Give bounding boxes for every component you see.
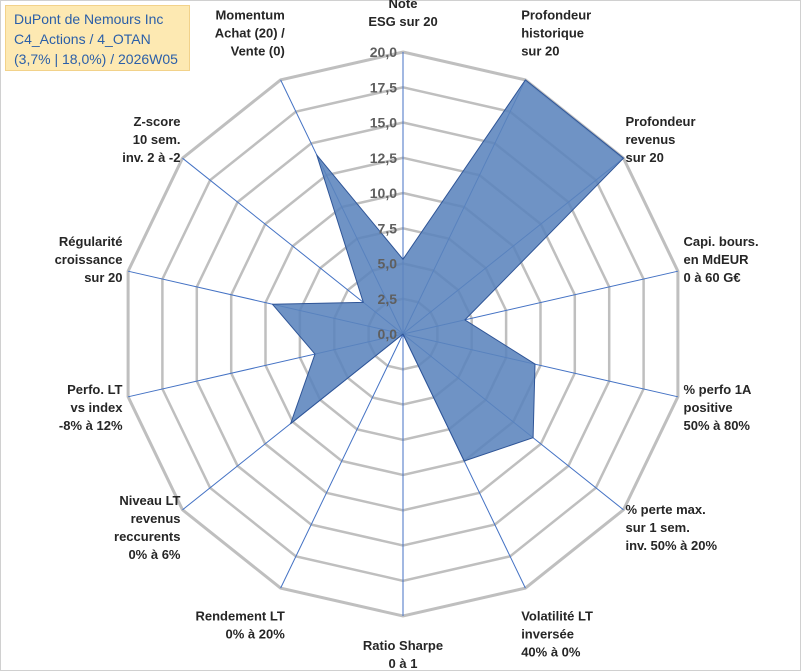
axis-label-line: Z-score <box>134 114 181 129</box>
axis-labels: Note ESG sur 20 Profondeur historique sur 20… <box>55 0 759 671</box>
axis-label-line: Ratio Sharpe <box>363 638 443 653</box>
axis-label-line: Note <box>389 0 418 11</box>
data-point <box>316 154 318 156</box>
axis-label-line: Capi. bours. <box>684 234 759 249</box>
axis-label: Capi. bours. en MdEUR 0 à 60 G€ <box>684 234 759 285</box>
data-point <box>271 303 273 305</box>
axis-label: % perte max. sur 1 sem. inv. 50% à 20% <box>626 502 718 553</box>
axis-label-line: Momentum <box>215 8 284 23</box>
data-point <box>402 333 404 335</box>
axis-label-line: sur 20 <box>521 44 559 59</box>
axis-label-line: Régularité <box>59 234 123 249</box>
axis-label: Niveau LT revenus reccurents 0% à 6% <box>114 493 181 562</box>
axis-label: Rendement LT 0% à 20% <box>195 608 285 641</box>
axis-label-line: positive <box>684 400 733 415</box>
portfolio-category: C4_Actions / 4_OTAN <box>14 31 151 47</box>
axis-label: Z-score 10 sem. inv. 2 à -2 <box>122 114 180 165</box>
company-name: DuPont de Nemours Inc <box>14 11 164 27</box>
axis-label: Note ESG sur 20 <box>368 0 437 29</box>
axis-label-line: en MdEUR <box>684 252 750 267</box>
axis-label: Volatilité LT inversée 40% à 0% <box>521 608 593 659</box>
axis-label-line: historique <box>521 26 584 41</box>
data-point <box>402 258 404 260</box>
data-point <box>362 301 364 303</box>
data-point <box>290 423 292 425</box>
axis-label-line: Perfo. LT <box>67 382 122 397</box>
axis-label-line: inv. 2 à -2 <box>122 150 180 165</box>
data-point <box>532 437 534 439</box>
radial-tick-label: 0,0 <box>378 326 398 342</box>
radial-tick-label: 7,5 <box>378 220 398 236</box>
axis-label-line: revenus <box>131 511 181 526</box>
radial-tick-label: 17,5 <box>370 79 397 95</box>
axis-label-line: 0 à 1 <box>389 656 418 671</box>
axis-label-line: 40% à 0% <box>521 644 581 659</box>
radial-tick-labels: 0,0 2,5 5,0 7,5 10,0 12,5 15,0 17,5 20,0 <box>370 44 397 342</box>
axis-label-line: 0% à 20% <box>226 626 286 641</box>
axis-label-line: -8% à 12% <box>59 418 123 433</box>
axis-label-line: % perfo 1A <box>684 382 753 397</box>
axis-label-line: sur 20 <box>626 150 664 165</box>
data-point <box>314 353 316 355</box>
axis-label-line: Profondeur <box>521 8 591 23</box>
axis-label-line: revenus <box>626 132 676 147</box>
axis-label-line: Volatilité LT <box>521 608 593 623</box>
data-point <box>463 460 465 462</box>
axis-label: Momentum Achat (20) / Vente (0) <box>215 8 285 59</box>
axis-label-line: reccurents <box>114 529 180 544</box>
axis-label-line: Rendement LT <box>195 608 284 623</box>
axis-label-line: 0% à 6% <box>128 547 180 562</box>
axis-label-line: Vente (0) <box>231 44 285 59</box>
axis-label-line: sur 20 <box>84 270 122 285</box>
radial-tick-label: 5,0 <box>378 256 398 272</box>
axis-label-line: Achat (20) / <box>215 26 285 41</box>
axis-label: % perfo 1A positive 50% à 80% <box>684 382 753 433</box>
chart-title-box: DuPont de Nemours Inc C4_Actions / 4_OTA… <box>5 5 190 71</box>
period-stats: (3,7% | 18,0%) / 2026W05 <box>14 51 178 67</box>
data-point <box>524 79 526 81</box>
axis-spoke <box>280 333 404 589</box>
radial-tick-label: 15,0 <box>370 115 397 131</box>
series-area <box>271 79 624 462</box>
axis-label-line: 10 sem. <box>133 132 181 147</box>
radial-tick-label: 20,0 <box>370 44 397 60</box>
axis-label: Profondeur historique sur 20 <box>521 8 591 59</box>
axis-label: Ratio Sharpe 0 à 1 <box>363 638 443 671</box>
axis-label-line: ESG sur 20 <box>368 14 437 29</box>
data-point <box>534 363 536 365</box>
axis-label-line: % perte max. <box>626 502 706 517</box>
axis-label-line: 50% à 80% <box>684 418 751 433</box>
axis-label: Régularité croissance sur 20 <box>55 234 123 285</box>
axis-label: Profondeur revenus sur 20 <box>626 114 696 165</box>
axis-label: Perfo. LT vs index -8% à 12% <box>59 382 123 433</box>
axis-label-line: vs index <box>70 400 123 415</box>
radial-tick-label: 2,5 <box>378 291 398 307</box>
axis-label-line: Profondeur <box>626 114 696 129</box>
axis-label-line: sur 1 sem. <box>626 520 690 535</box>
data-point <box>623 157 625 159</box>
axis-label-line: inv. 50% à 20% <box>626 538 718 553</box>
axis-label-line: Niveau LT <box>119 493 180 508</box>
radial-tick-label: 12,5 <box>370 150 397 166</box>
data-point <box>464 319 466 321</box>
radial-tick-label: 10,0 <box>370 185 397 201</box>
axis-label-line: inversée <box>521 626 574 641</box>
axis-label-line: croissance <box>55 252 123 267</box>
axis-label-line: 0 à 60 G€ <box>684 270 741 285</box>
data-series <box>271 79 624 462</box>
